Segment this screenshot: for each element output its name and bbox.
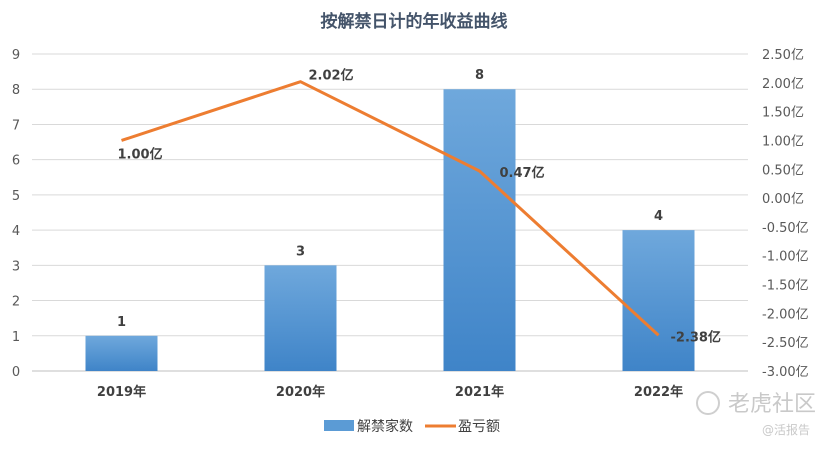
line-data-label: -2.38亿 <box>671 329 721 345</box>
right-tick-label: 2.00亿 <box>762 77 804 92</box>
left-tick-label: 1 <box>12 330 20 345</box>
line-series: 1.00亿 2.02亿 0.47亿 -2.38亿 <box>118 68 721 346</box>
chart-title: 按解禁日计的年收益曲线 <box>321 11 508 32</box>
left-tick-label: 7 <box>12 118 20 133</box>
x-tick-label: 2020年 <box>276 384 325 400</box>
bar <box>264 265 337 371</box>
tiger-logo-icon <box>696 391 720 415</box>
line-data-label: 2.02亿 <box>309 68 354 84</box>
right-tick-label: 2.50亿 <box>762 48 804 63</box>
bar-data-label: 8 <box>475 68 484 83</box>
left-tick-label: 9 <box>12 48 20 63</box>
bar-data-label: 4 <box>654 209 663 224</box>
left-tick-label: 8 <box>12 83 20 98</box>
right-y-axis: 2.50亿 2.00亿 1.50亿 1.00亿 0.50亿 0.00亿 -0.50亿 -1.0… <box>762 48 809 380</box>
right-tick-label: 0.00亿 <box>762 192 804 207</box>
line-path <box>121 80 660 337</box>
bar <box>443 89 516 371</box>
left-tick-label: 6 <box>12 154 20 169</box>
right-tick-label: 0.50亿 <box>762 163 804 178</box>
watermark: 老虎社区 @活报告 <box>696 391 816 437</box>
bar-series: 1 3 8 4 <box>85 68 695 371</box>
line-data-label: 0.47亿 <box>500 165 545 181</box>
x-tick-label: 2022年 <box>634 384 683 400</box>
left-tick-label: 5 <box>12 189 20 204</box>
right-tick-label: 1.00亿 <box>762 134 804 149</box>
left-tick-label: 0 <box>12 365 20 380</box>
legend-label-bar: 解禁家数 <box>357 418 413 435</box>
left-tick-label: 2 <box>12 295 20 310</box>
bar <box>622 230 695 371</box>
right-tick-label: -0.50亿 <box>762 221 809 236</box>
watermark-main: 老虎社区 <box>728 392 816 417</box>
right-tick-label: 1.50亿 <box>762 106 804 121</box>
right-tick-label: -3.00亿 <box>762 365 809 380</box>
right-tick-label: -2.50亿 <box>762 336 809 351</box>
x-tick-label: 2019年 <box>97 384 146 400</box>
left-tick-label: 4 <box>12 224 20 239</box>
bar <box>85 335 158 371</box>
right-tick-label: -1.00亿 <box>762 250 809 265</box>
legend: 解禁家数 盈亏额 <box>324 418 500 435</box>
bar-data-label: 1 <box>117 315 126 330</box>
legend-swatch-bar <box>324 420 354 431</box>
line-data-label: 1.00亿 <box>118 146 163 162</box>
bar-data-label: 3 <box>296 244 305 259</box>
left-tick-label: 3 <box>12 259 20 274</box>
watermark-sub: @活报告 <box>762 422 810 437</box>
right-tick-label: -1.50亿 <box>762 279 809 294</box>
x-tick-label: 2021年 <box>455 384 504 400</box>
left-y-axis: 0 1 2 3 4 5 6 7 8 9 <box>12 48 20 380</box>
right-tick-label: -2.00亿 <box>762 307 809 322</box>
x-axis: 2019年 2020年 2021年 2022年 <box>97 384 683 400</box>
legend-label-line: 盈亏额 <box>458 419 500 435</box>
